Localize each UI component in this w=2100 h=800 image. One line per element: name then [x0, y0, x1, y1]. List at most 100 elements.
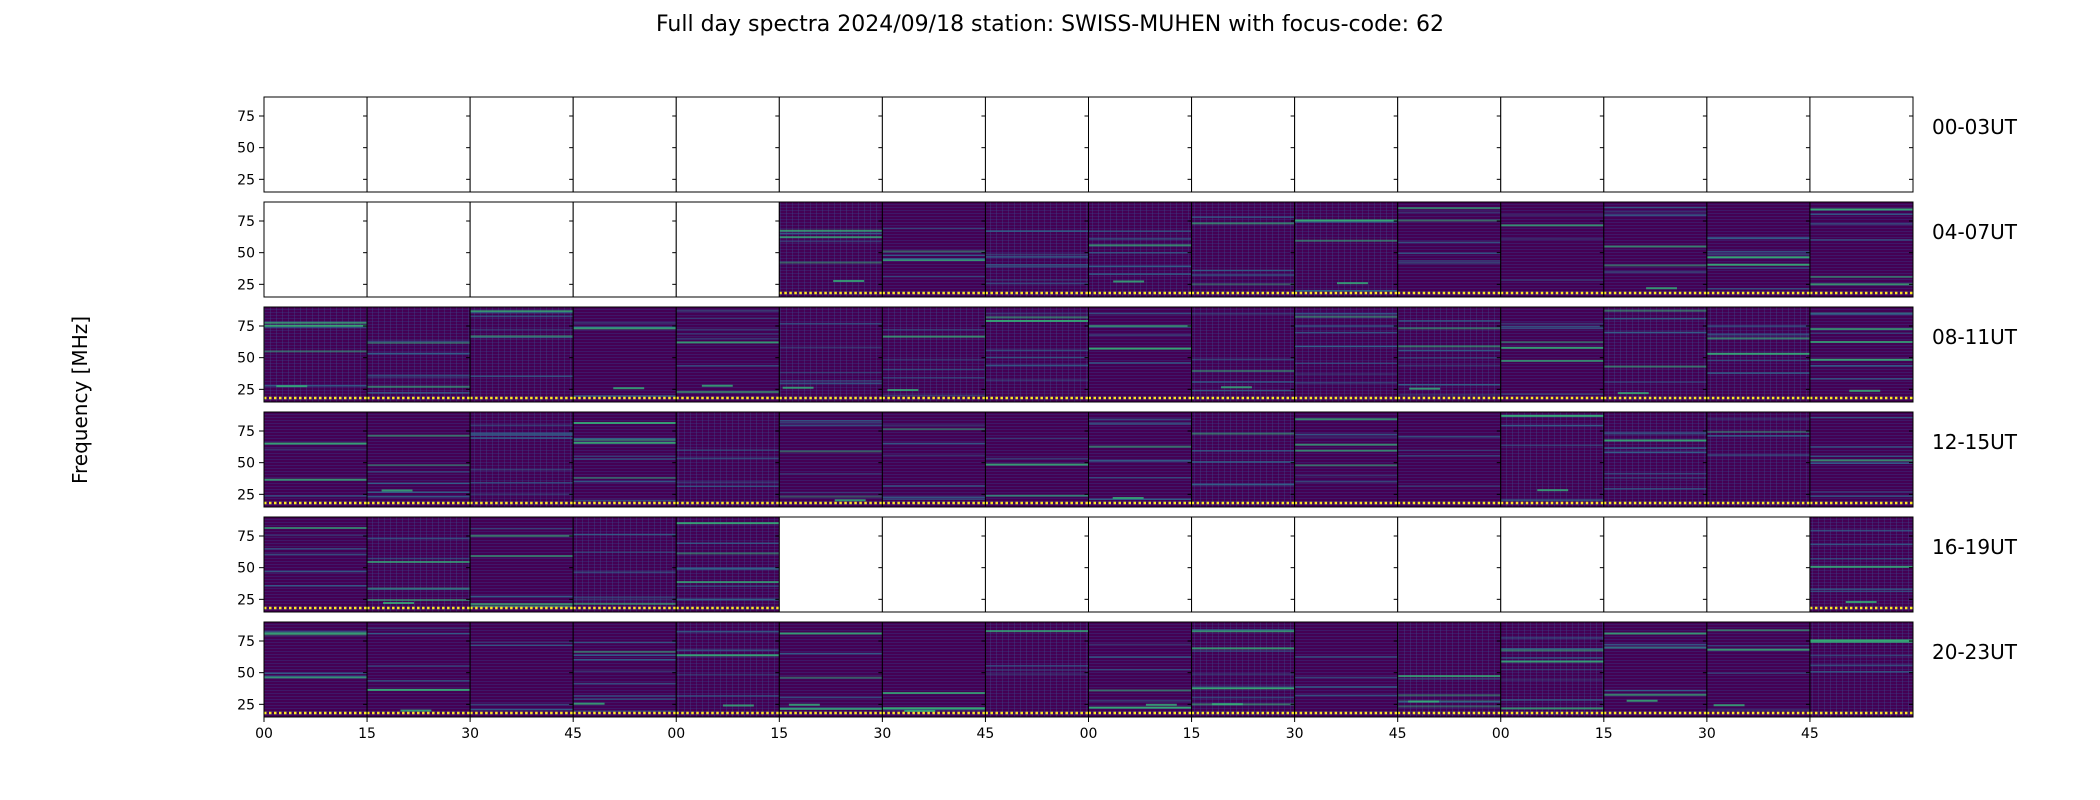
spectral-band: [1088, 668, 1192, 671]
spectral-band: [1603, 693, 1707, 696]
spectral-band: [1397, 357, 1501, 359]
x-tick-label: 30: [873, 726, 891, 742]
y-tick-label: 50: [237, 351, 255, 367]
spectral-band: [1191, 358, 1295, 361]
spectral-band: [1603, 632, 1707, 635]
empty-panel: [882, 517, 986, 612]
empty-panel: [676, 202, 780, 297]
spectral-band: [1603, 488, 1707, 490]
spectral-band: [1088, 334, 1192, 336]
empty-panel: [367, 202, 471, 297]
empty-panel: [676, 97, 780, 192]
spectral-streak: [383, 602, 414, 605]
spectral-band: [367, 537, 471, 540]
spectral-band: [882, 227, 986, 230]
spectral-band: [1603, 317, 1707, 320]
y-tick-label: 50: [237, 666, 255, 682]
spectral-band: [985, 264, 1089, 266]
spectral-band: [1706, 672, 1810, 674]
spectral-band: [1500, 657, 1604, 659]
spectrogram-texture: [1809, 202, 1913, 297]
spectrogram-texture: [1191, 412, 1295, 507]
spectral-band: [1088, 252, 1192, 254]
spectrogram-texture: [676, 412, 780, 507]
spectral-band: [573, 598, 677, 600]
spectral-band: [470, 555, 574, 558]
spectral-band: [985, 253, 1089, 256]
spectral-band: [1706, 334, 1810, 336]
spectral-band: [573, 682, 677, 685]
spectral-band: [882, 258, 986, 260]
x-tick-label: 15: [1183, 726, 1201, 742]
spectral-band: [1088, 238, 1192, 240]
spectral-band: [1088, 460, 1192, 462]
x-tick-label: 00: [667, 726, 685, 742]
spectral-band: [1191, 650, 1295, 652]
spectral-band: [1706, 256, 1810, 259]
spectral-band: [1706, 263, 1810, 266]
empty-panel: [264, 97, 368, 192]
spectrogram-texture: [1397, 412, 1501, 507]
y-tick-label: 75: [237, 424, 255, 440]
spectral-band: [985, 356, 1089, 359]
spectral-band: [573, 670, 677, 672]
spectral-band: [882, 368, 986, 371]
spectral-band: [882, 498, 986, 500]
spectral-band: [1809, 358, 1913, 361]
spectral-band: [985, 630, 1089, 633]
spectral-band: [1809, 328, 1913, 331]
spectral-band: [882, 424, 986, 426]
spectral-band: [1603, 264, 1707, 267]
panel-frame: [1809, 201, 1914, 298]
row-label: 00-03UT: [1932, 115, 2018, 139]
x-tick-label: 00: [1080, 726, 1098, 742]
spectrogram-texture: [676, 622, 780, 717]
spectral-band: [676, 333, 780, 335]
spectral-band: [1809, 639, 1913, 642]
spectral-band: [1500, 679, 1604, 681]
spectral-band: [985, 457, 1089, 460]
spectral-band: [573, 654, 677, 656]
spectral-band: [985, 266, 1089, 268]
spectral-band: [1397, 694, 1501, 697]
empty-panel: [779, 97, 883, 192]
spectral-band: [985, 364, 1089, 366]
spectral-band: [1191, 313, 1295, 315]
spectral-band: [367, 482, 471, 485]
spectral-band: [1088, 244, 1192, 247]
spectrogram-texture: [779, 307, 883, 402]
spectral-band: [573, 641, 677, 644]
row-label: 16-19UT: [1932, 535, 2018, 559]
y-tick-label: 50: [237, 246, 255, 262]
spectral-band: [882, 485, 986, 487]
spectrogram-texture: [779, 412, 883, 507]
spectral-band: [264, 534, 368, 537]
spectral-band: [1397, 675, 1501, 678]
spectral-band: [367, 392, 471, 394]
spectral-band: [985, 463, 1089, 466]
spectrogram-texture: [1088, 307, 1192, 402]
spectral-band: [779, 382, 883, 385]
spectral-band: [1191, 630, 1295, 633]
spectral-band: [779, 261, 883, 264]
spectral-band: [882, 707, 986, 710]
spectral-band: [1191, 432, 1295, 435]
spectral-band: [985, 665, 1089, 667]
spectral-band: [676, 581, 780, 584]
spectral-band: [882, 358, 986, 361]
spectral-band: [1603, 309, 1707, 312]
spectral-band: [985, 364, 1089, 367]
spectral-band: [470, 703, 574, 706]
empty-panel: [1088, 97, 1192, 192]
spectral-band: [882, 254, 986, 257]
spectral-band: [779, 232, 883, 235]
empty-panel: [1809, 97, 1913, 192]
spectral-band: [1809, 446, 1913, 448]
spectral-band: [1706, 644, 1810, 647]
spectrogram-texture: [882, 412, 986, 507]
y-tick-label: 25: [237, 487, 255, 503]
spectrogram-texture: [1191, 307, 1295, 402]
spectral-band: [1191, 696, 1295, 699]
spectral-band: [573, 421, 677, 424]
x-tick-label: 15: [358, 726, 376, 742]
